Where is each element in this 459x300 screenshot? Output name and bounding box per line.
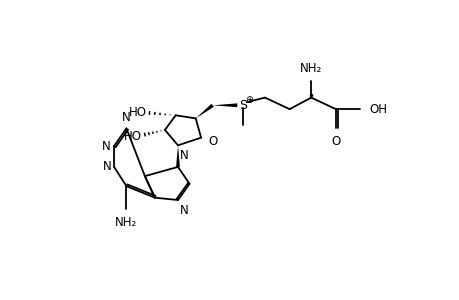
Text: S: S — [239, 99, 247, 112]
Polygon shape — [195, 104, 213, 119]
Text: N: N — [102, 140, 111, 153]
Text: ⊕: ⊕ — [244, 95, 252, 105]
Text: N: N — [103, 160, 112, 173]
Text: N: N — [180, 149, 189, 162]
Text: O: O — [208, 135, 218, 148]
Text: HO: HO — [128, 106, 146, 119]
Text: NH₂: NH₂ — [299, 62, 322, 75]
Text: NH₂: NH₂ — [115, 216, 137, 229]
Polygon shape — [176, 145, 179, 167]
Text: HO: HO — [123, 130, 141, 142]
Text: N: N — [122, 111, 130, 124]
Text: N: N — [180, 204, 189, 217]
Text: O: O — [330, 135, 340, 148]
Polygon shape — [212, 103, 237, 107]
Text: OH: OH — [369, 103, 387, 116]
